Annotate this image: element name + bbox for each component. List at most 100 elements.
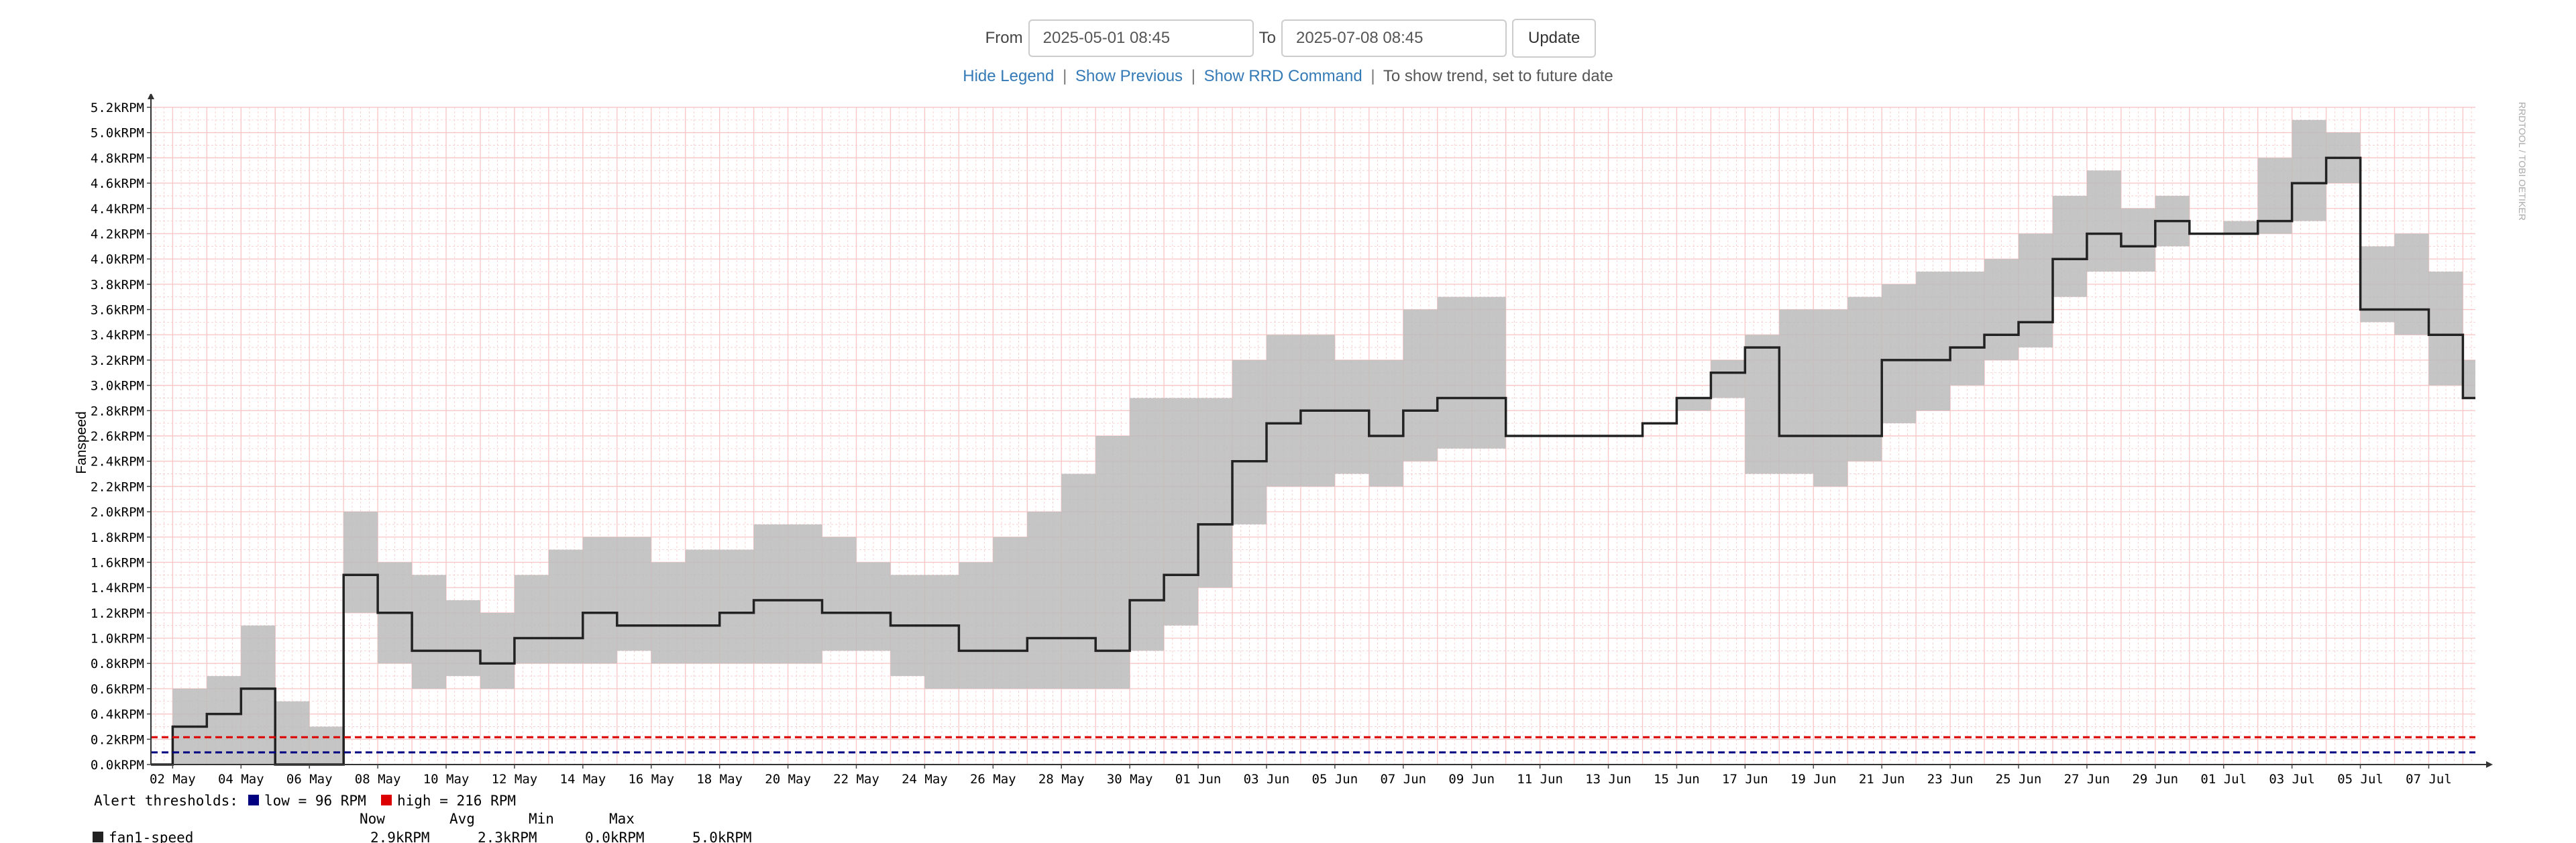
range-bar bbox=[1198, 398, 1233, 588]
range-bar bbox=[1164, 398, 1199, 626]
range-bar bbox=[685, 549, 720, 664]
rrdtool-watermark: RRDTOOL / TOBI OETIKER bbox=[2517, 102, 2528, 221]
range-bar bbox=[1437, 296, 1472, 449]
x-tick-label: 11 Jun bbox=[1517, 772, 1563, 787]
y-tick-label: 1.4kRPM bbox=[91, 581, 144, 596]
x-tick-label: 24 May bbox=[902, 772, 948, 787]
range-bar bbox=[2018, 233, 2053, 348]
range-bar bbox=[2360, 246, 2395, 323]
y-axis-arrow bbox=[148, 94, 154, 99]
y-tick-label: 1.6kRPM bbox=[91, 555, 144, 570]
legend-max-value: 5.0kRPM bbox=[692, 830, 752, 843]
range-bar bbox=[1232, 359, 1267, 524]
range-bar bbox=[719, 549, 754, 664]
y-tick-label: 1.8kRPM bbox=[91, 530, 144, 545]
range-bar bbox=[1266, 335, 1301, 487]
x-tick-label: 12 May bbox=[492, 772, 538, 787]
y-tick-label: 0.6kRPM bbox=[91, 682, 144, 697]
high-threshold-label: high = 216 RPM bbox=[397, 793, 516, 809]
hide-legend-link[interactable]: Hide Legend bbox=[963, 67, 1055, 85]
range-bar bbox=[1095, 436, 1130, 689]
y-tick-label: 2.4kRPM bbox=[91, 455, 144, 469]
range-bar bbox=[2052, 195, 2087, 297]
range-bar bbox=[924, 575, 959, 689]
y-tick-label: 1.0kRPM bbox=[91, 632, 144, 647]
range-bar bbox=[446, 600, 480, 677]
high-threshold-swatch bbox=[381, 795, 392, 805]
range-bar bbox=[1745, 335, 1780, 474]
x-tick-label: 23 Jun bbox=[1927, 772, 1974, 787]
y-tick-labels: 0.0kRPM 0.2kRPM 0.4kRPM 0.6kRPM 0.8kRPM 1.0kR… bbox=[91, 101, 151, 773]
link-separator: | bbox=[1063, 67, 1067, 85]
y-axis-label: Fanspeed bbox=[74, 411, 89, 473]
range-bar bbox=[412, 575, 447, 689]
range-bar bbox=[275, 701, 310, 765]
range-bar bbox=[2086, 170, 2121, 272]
range-bar bbox=[1882, 284, 1917, 424]
range-bar bbox=[1061, 473, 1096, 689]
x-tick-label: 14 May bbox=[560, 772, 606, 787]
range-bar bbox=[1027, 512, 1062, 689]
x-tick-label: 19 Jun bbox=[1790, 772, 1837, 787]
from-date-input[interactable] bbox=[1028, 19, 1254, 57]
legend-now-value: 2.9kRPM bbox=[370, 830, 430, 843]
x-tick-label: 17 Jun bbox=[1722, 772, 1768, 787]
range-bar bbox=[822, 537, 857, 651]
y-tick-label: 5.2kRPM bbox=[91, 101, 144, 115]
range-bar bbox=[753, 524, 788, 664]
y-tick-label: 2.6kRPM bbox=[91, 429, 144, 444]
y-tick-label: 3.2kRPM bbox=[91, 353, 144, 368]
range-bar bbox=[959, 562, 994, 689]
range-bar bbox=[582, 537, 617, 664]
range-bar bbox=[993, 537, 1028, 689]
y-tick-label: 0.0kRPM bbox=[91, 758, 144, 773]
y-tick-label: 0.4kRPM bbox=[91, 708, 144, 722]
date-range-controls: From To Update bbox=[0, 19, 2576, 58]
alert-thresholds-title: Alert thresholds: bbox=[94, 793, 238, 809]
range-bar bbox=[2428, 272, 2463, 386]
y-tick-label: 3.0kRPM bbox=[91, 379, 144, 394]
range-bar bbox=[514, 575, 549, 664]
low-threshold-swatch bbox=[248, 795, 259, 805]
range-bar bbox=[1779, 309, 1814, 474]
x-tick-label: 13 Jun bbox=[1585, 772, 1631, 787]
x-tick-label: 06 May bbox=[286, 772, 333, 787]
range-bar bbox=[2257, 158, 2292, 234]
y-tick-label: 0.2kRPM bbox=[91, 732, 144, 747]
range-bar bbox=[2223, 221, 2258, 234]
y-tick-label: 5.0kRPM bbox=[91, 126, 144, 141]
x-tick-label: 01 Jul bbox=[2200, 772, 2247, 787]
low-threshold-label: low = 96 RPM bbox=[264, 793, 366, 809]
from-label: From bbox=[985, 29, 1023, 47]
to-label: To bbox=[1258, 29, 1276, 47]
y-tick-label: 0.8kRPM bbox=[91, 657, 144, 671]
range-bar bbox=[616, 537, 651, 651]
min-max-band bbox=[151, 119, 2475, 765]
x-tick-label: 27 Jun bbox=[2064, 772, 2110, 787]
link-separator: | bbox=[1371, 67, 1375, 85]
x-tick-labels: 02 May 04 May 06 May 08 May 10 May 12 May 14 M… bbox=[150, 765, 2452, 787]
x-tick-label: 25 Jun bbox=[1996, 772, 2042, 787]
range-bar bbox=[2394, 233, 2429, 335]
y-tick-label: 1.2kRPM bbox=[91, 606, 144, 621]
x-tick-label: 04 May bbox=[218, 772, 264, 787]
legend-header-now: Now bbox=[360, 811, 385, 827]
range-bar bbox=[1847, 296, 1882, 461]
y-tick-label: 4.8kRPM bbox=[91, 151, 144, 166]
show-rrd-command-link[interactable]: Show RRD Command bbox=[1203, 67, 1362, 85]
x-tick-label: 07 Jun bbox=[1380, 772, 1426, 787]
rrd-graph: 0.0kRPM 0.2kRPM 0.4kRPM 0.6kRPM 0.8kRPM 1.0kR… bbox=[74, 94, 2528, 843]
x-axis-arrow bbox=[2486, 761, 2493, 768]
update-button[interactable]: Update bbox=[1511, 19, 1597, 58]
show-previous-link[interactable]: Show Previous bbox=[1075, 67, 1183, 85]
legend-header-max: Max bbox=[609, 811, 635, 827]
to-date-input[interactable] bbox=[1281, 19, 1507, 57]
fan1-speed-line bbox=[151, 156, 2475, 766]
range-bar bbox=[2463, 359, 2475, 398]
y-tick-label: 3.4kRPM bbox=[91, 328, 144, 343]
x-tick-label: 15 Jun bbox=[1654, 772, 1700, 787]
y-tick-label: 3.6kRPM bbox=[91, 303, 144, 318]
chart-axes bbox=[148, 94, 2493, 768]
legend-avg-value: 2.3kRPM bbox=[478, 830, 537, 843]
x-tick-label: 07 Jul bbox=[2406, 772, 2452, 787]
